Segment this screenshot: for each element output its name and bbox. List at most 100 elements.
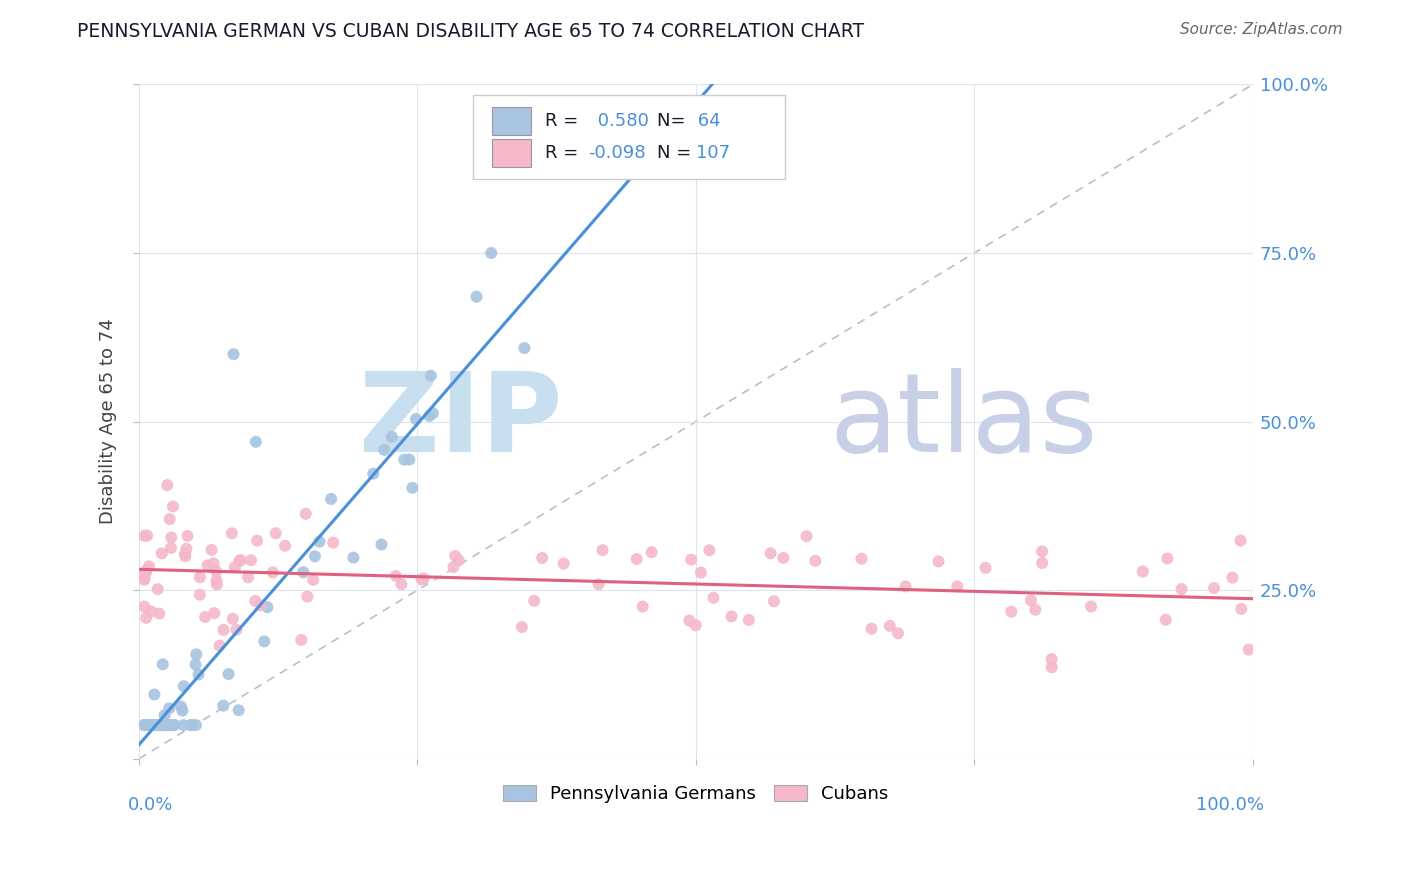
Point <box>405 412 427 426</box>
Point <box>640 545 662 559</box>
Point <box>361 467 384 481</box>
Point <box>134 718 156 732</box>
Point <box>136 718 159 732</box>
Point <box>146 582 169 597</box>
Point <box>1019 593 1042 607</box>
Point <box>176 541 198 556</box>
Point <box>159 512 181 526</box>
Point <box>702 591 724 605</box>
Point <box>860 622 883 636</box>
Point <box>411 572 433 586</box>
Point <box>156 478 179 492</box>
Text: 64: 64 <box>693 112 721 130</box>
Point <box>228 703 250 717</box>
Point <box>1031 556 1053 570</box>
Point <box>443 560 465 574</box>
Point <box>444 549 467 563</box>
Point <box>370 537 392 551</box>
Point <box>225 623 247 637</box>
Point <box>419 368 441 383</box>
Point <box>927 554 949 568</box>
Point <box>1000 605 1022 619</box>
Point <box>308 534 330 549</box>
Point <box>152 718 174 732</box>
Point <box>681 552 703 566</box>
Text: R =: R = <box>546 145 585 162</box>
Point <box>212 623 235 637</box>
Point <box>1237 642 1260 657</box>
Point <box>153 718 176 732</box>
Point <box>292 566 315 580</box>
Y-axis label: Disability Age 65 to 74: Disability Age 65 to 74 <box>100 318 117 524</box>
Point <box>222 612 245 626</box>
Point <box>208 639 231 653</box>
Point <box>157 701 180 715</box>
Point <box>302 573 325 587</box>
Point <box>245 594 267 608</box>
Point <box>1154 613 1177 627</box>
Point <box>1170 582 1192 596</box>
Point <box>162 718 184 732</box>
Point <box>187 667 209 681</box>
Point <box>186 648 208 662</box>
Point <box>592 543 614 558</box>
Point <box>139 718 162 732</box>
Point <box>136 718 159 732</box>
Point <box>588 577 610 591</box>
Point <box>1230 602 1253 616</box>
Point <box>134 718 156 732</box>
Point <box>245 434 267 449</box>
Point <box>163 718 186 732</box>
Point <box>1040 660 1063 674</box>
Point <box>145 718 167 732</box>
Point <box>401 481 423 495</box>
Point <box>1132 565 1154 579</box>
Point <box>699 543 721 558</box>
Point <box>134 529 156 543</box>
Point <box>134 718 156 732</box>
Point <box>184 657 207 672</box>
Point <box>513 341 536 355</box>
Point <box>153 718 176 732</box>
Text: R =: R = <box>546 112 585 130</box>
Point <box>188 570 211 584</box>
Point <box>159 718 181 732</box>
Point <box>197 558 219 573</box>
Point <box>685 618 707 632</box>
Point <box>690 566 713 580</box>
Point <box>264 526 287 541</box>
Point <box>162 718 184 732</box>
Point <box>738 613 761 627</box>
Point <box>246 533 269 548</box>
Point <box>153 708 176 723</box>
Point <box>141 605 163 619</box>
Point <box>134 573 156 587</box>
Point <box>422 406 444 420</box>
Point <box>381 430 404 444</box>
Point <box>887 626 910 640</box>
Point <box>290 632 312 647</box>
Point <box>150 718 173 732</box>
Point <box>134 599 156 614</box>
Point <box>145 718 167 732</box>
Point <box>179 718 201 732</box>
Point <box>194 610 217 624</box>
Text: 107: 107 <box>696 145 730 162</box>
FancyBboxPatch shape <box>492 107 531 135</box>
Point <box>170 699 193 714</box>
Point <box>181 718 204 732</box>
Point <box>135 611 157 625</box>
Point <box>205 577 228 591</box>
Point <box>894 579 917 593</box>
Point <box>342 550 364 565</box>
Point <box>152 718 174 732</box>
Point <box>974 561 997 575</box>
Point <box>1156 551 1178 566</box>
Point <box>1222 571 1244 585</box>
Point <box>256 600 278 615</box>
Point <box>553 557 575 571</box>
Text: 0.580: 0.580 <box>592 112 650 130</box>
Point <box>173 679 195 693</box>
Point <box>160 530 183 544</box>
Point <box>479 246 502 260</box>
